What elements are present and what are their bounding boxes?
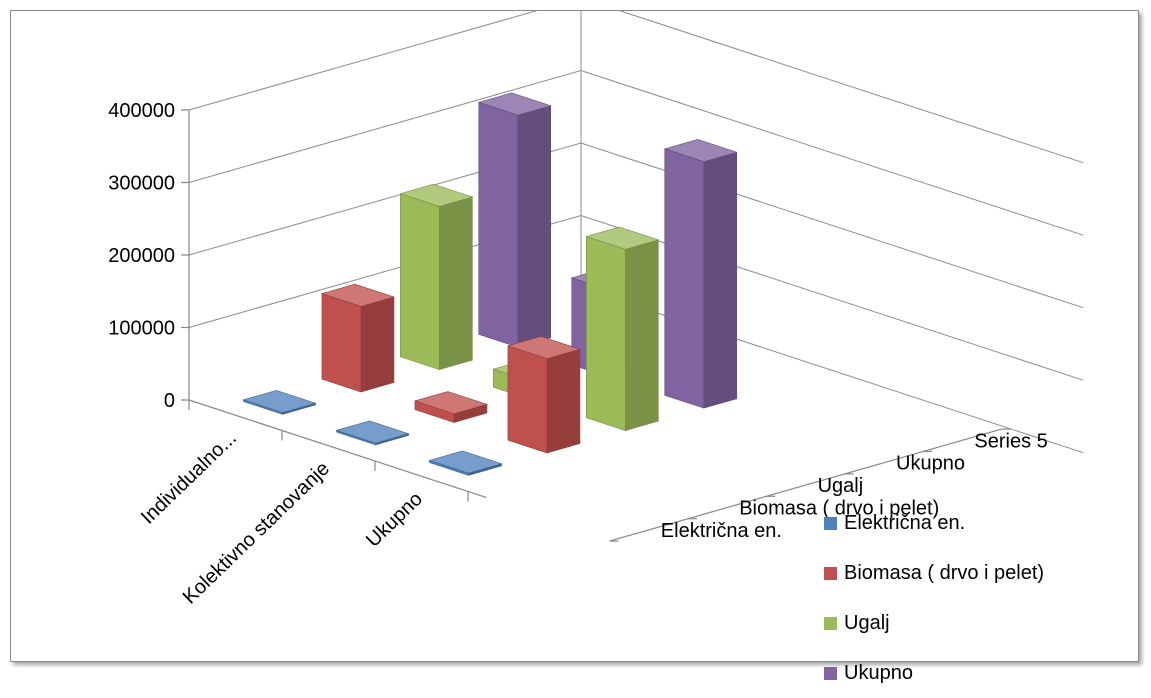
legend-swatch (824, 616, 837, 630)
value-axis: 0 100000 200000 300000 400000 (108, 100, 190, 412)
category-axis: Individualno...Kolektivno stanovanje Ukup… (137, 399, 487, 609)
bar (335, 420, 410, 446)
value-axis-tick-label: 200000 (108, 245, 175, 267)
bar-side (625, 239, 659, 431)
bar-side (517, 105, 552, 348)
bar-side (360, 296, 395, 393)
bar-front (478, 101, 519, 348)
category-axis-line (188, 399, 487, 499)
bar-top (585, 226, 660, 250)
legend-label: Ukupno (844, 661, 913, 684)
legend: Električna en. Biomasa ( drvo i pelet) Uga… (824, 498, 1044, 698)
bar-top (335, 420, 410, 444)
bar (242, 390, 317, 415)
legend-label: Biomasa ( drvo i pelet) (844, 561, 1045, 584)
bar (399, 183, 474, 370)
bar (663, 139, 738, 409)
category-axis-label: Ukupno (362, 488, 427, 552)
bar-front (321, 293, 362, 393)
bar (413, 391, 488, 423)
legend-item: Ukupno (824, 648, 1044, 698)
depth-axis-label: Series 5 (974, 430, 1047, 452)
bar-side (439, 196, 473, 370)
bar (320, 283, 395, 393)
legend-label: Ugalj (844, 611, 890, 634)
depth-axis-label: Biomasa ( drvo i pelet) (739, 498, 939, 520)
value-axis-tick-label: 400000 (108, 100, 175, 122)
bars (242, 92, 738, 476)
bar-top (663, 139, 738, 162)
bar (585, 226, 660, 431)
bar-top (413, 391, 488, 415)
bar-top (428, 450, 503, 474)
gridline (188, 69, 1084, 236)
legend-item: Biomasa ( drvo i pelet) (824, 548, 1044, 598)
bar (506, 336, 581, 454)
depth-axis-label: Ukupno (896, 453, 965, 475)
chart-frame: 0 100000 200000 300000 400000 Individualno...… (10, 10, 1139, 684)
bar-top (477, 92, 552, 116)
legend-swatch (824, 666, 837, 680)
depth-axis-label: Električna en. (661, 520, 782, 542)
legend-item: Ugalj (824, 598, 1044, 648)
depth-axis-label: Ugalj (818, 475, 864, 497)
bar-front (507, 345, 548, 454)
value-axis-tick-label: 100000 (108, 318, 175, 340)
legend-swatch (824, 566, 837, 580)
value-axis-tick-label: 300000 (108, 173, 175, 195)
bar (428, 450, 503, 476)
bar-side (703, 151, 738, 409)
depth-axis: Električna en.Biomasa ( drvo i pelet)Uga… (609, 428, 1048, 542)
bar-front (400, 193, 440, 370)
bar-top (506, 336, 581, 360)
legend-item: Električna en. (824, 498, 1044, 548)
bar-top (242, 390, 317, 413)
bar-front (664, 148, 705, 409)
bar-front (586, 236, 626, 431)
depth-axis-line (609, 428, 1002, 542)
legend-swatch (824, 516, 837, 530)
gridline (188, 11, 1084, 164)
legend-label: Električna en. (844, 511, 966, 534)
value-axis-tick-label: 0 (164, 390, 175, 412)
bar-side (546, 348, 581, 454)
category-axis-label: Individualno... (137, 427, 241, 529)
bar-top (320, 283, 395, 307)
chart-canvas: 0 100000 200000 300000 400000 Individualno...… (108, 11, 1084, 609)
bar-top (399, 183, 474, 207)
bar (477, 92, 552, 348)
